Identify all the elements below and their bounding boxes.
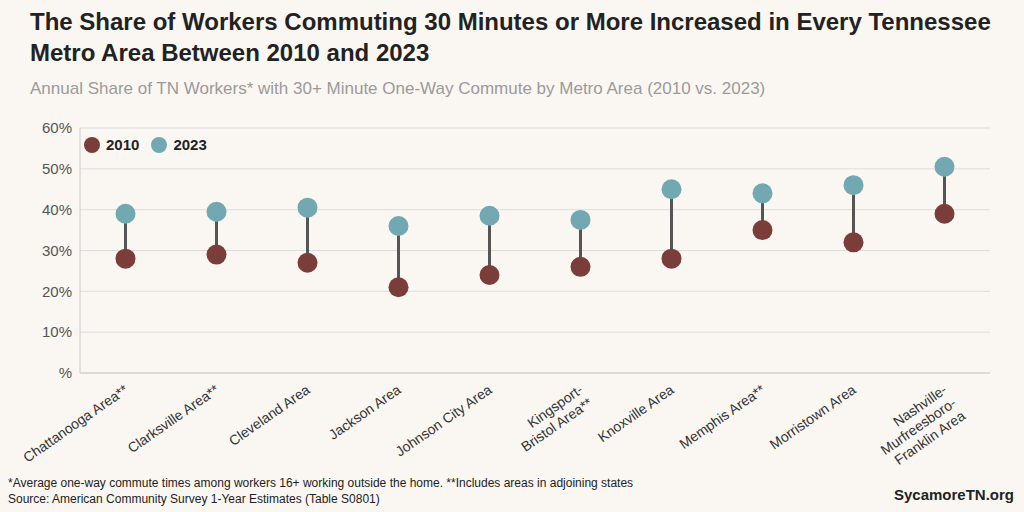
svg-text:Morristown Area: Morristown Area (767, 381, 859, 452)
svg-text:10%: 10% (42, 323, 72, 340)
svg-text:30%: 30% (42, 242, 72, 259)
html-text:Source: American Community Sur: Source: American Community Survey 1-Year… (8, 492, 380, 506)
svg-text:%: % (59, 364, 72, 381)
svg-text:Kingsport-Bristol Area**: Kingsport-Bristol Area** (509, 381, 595, 455)
svg-text:Clarksville Area**: Clarksville Area** (125, 381, 223, 456)
svg-text:50%: 50% (42, 160, 72, 177)
svg-text:60%: 60% (42, 119, 72, 136)
svg-text:Johnson City Area: Johnson City Area (392, 381, 494, 459)
svg-text:20%: 20% (42, 283, 72, 300)
svg-text:Cleveland Area: Cleveland Area (226, 381, 313, 449)
svg-text:Chattanooga Area**: Chattanooga Area** (20, 381, 131, 465)
svg-text:Memphis Area**: Memphis Area** (676, 381, 768, 452)
svg-text:Knoxville Area: Knoxville Area (595, 381, 677, 445)
html-text:The Share of Workers Commuting: The Share of Workers Commuting 30 Minute… (30, 8, 991, 66)
html-text:*Average one-way commute times: *Average one-way commute times among wor… (8, 476, 634, 490)
svg-text:40%: 40% (42, 201, 72, 218)
html-text:Annual Share of TN Workers* wi: Annual Share of TN Workers* with 30+ Min… (30, 79, 766, 98)
html-text:2023: 2023 (173, 136, 207, 153)
svg-text:Jackson Area: Jackson Area (326, 381, 404, 442)
svg-text:Nashville-Murfreesboro-Frankli: Nashville-Murfreesboro-Franklin Area (868, 381, 968, 471)
html-text:2010: 2010 (106, 136, 140, 153)
html-text:SycamoreTN.org: SycamoreTN.org (894, 486, 1014, 503)
